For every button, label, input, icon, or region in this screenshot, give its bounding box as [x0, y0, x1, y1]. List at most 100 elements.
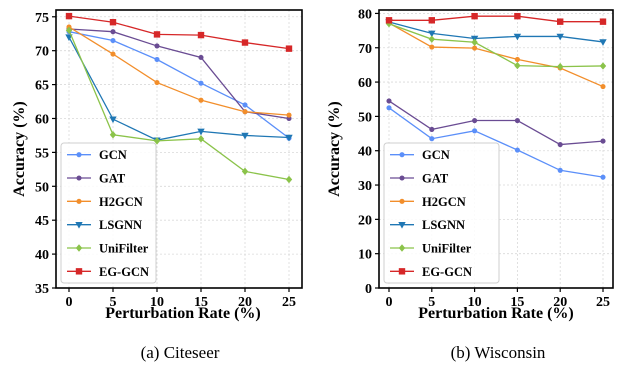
legend-marker [398, 268, 406, 275]
data-point [197, 135, 205, 143]
y-tick-label: 30 [358, 179, 372, 194]
data-point [557, 167, 563, 173]
y-tick-label: 70 [358, 42, 372, 57]
x-tick-label: 0 [66, 295, 73, 310]
y-axis-label: Accuracy (%) [326, 101, 343, 197]
y-tick-label: 75 [35, 11, 49, 26]
x-tick-label: 20 [238, 295, 252, 310]
y-tick-label: 60 [35, 112, 49, 127]
data-point [514, 147, 520, 153]
series-lsgnn [385, 19, 607, 46]
data-point [428, 30, 436, 38]
data-point [514, 12, 521, 20]
legend-label: LSGNN [99, 218, 142, 232]
legend-item: GCN [390, 148, 450, 162]
y-tick-label: 65 [35, 79, 49, 94]
data-point [154, 56, 160, 63]
x-tick-label: 25 [596, 295, 610, 310]
data-point [557, 18, 564, 25]
data-point [109, 116, 117, 124]
series-gat [386, 98, 606, 148]
plot-frame [378, 9, 614, 289]
data-point [429, 136, 435, 142]
data-point [429, 44, 435, 50]
legend: GCN GAT H2GCN LSGNN UniFilter EG-GCN [383, 142, 500, 284]
x-axis-label: Perturbation Rate (%) [418, 305, 574, 322]
chart-citeseer: 0 5 10 15 20 25 35 40 45 50 55 60 65 70 75 Perturbatio… [11, 9, 303, 362]
data-point [600, 174, 606, 180]
data-point [242, 102, 248, 108]
caption: (b) Wisconsin [451, 343, 546, 362]
data-point [198, 80, 204, 86]
legend: GCN GAT H2GCN LSGNN UniFilter EG-GCN [60, 142, 157, 284]
legend-box [60, 142, 157, 284]
legend-label: EG-GCN [99, 265, 149, 279]
plot-frame [55, 9, 303, 289]
legend-label: H2GCN [99, 195, 143, 209]
y-tick-label: 50 [35, 180, 49, 195]
ticks: 0 5 10 15 20 25 0 10 20 30 40 50 60 70 80 [358, 7, 610, 310]
series-line [388, 107, 604, 178]
data-point [197, 128, 205, 136]
y-tick-label: 0 [365, 282, 372, 297]
legend-marker [75, 244, 83, 252]
legend-item: UniFilter [67, 242, 149, 256]
series-line [68, 26, 290, 116]
data-point [514, 56, 520, 62]
series-gat [66, 26, 292, 122]
data-point [154, 79, 160, 86]
data-point [285, 45, 293, 52]
data-point [286, 112, 292, 118]
series-layer [385, 12, 607, 180]
data-point [242, 109, 248, 115]
series-line [68, 28, 290, 120]
data-point [471, 12, 478, 20]
y-tick-label: 20 [358, 213, 372, 228]
y-tick-label: 10 [358, 248, 372, 263]
legend-item: H2GCN [67, 195, 143, 209]
legend-marker [399, 175, 405, 181]
x-tick-label: 5 [110, 295, 117, 310]
data-point [556, 33, 564, 41]
data-point [197, 31, 205, 39]
data-point [110, 51, 116, 57]
series-line [68, 30, 290, 181]
data-point [65, 26, 73, 35]
x-tick-label: 10 [468, 295, 482, 310]
legend-label: GAT [422, 172, 449, 186]
y-tick-label: 35 [35, 282, 49, 297]
series-line [388, 22, 604, 88]
data-point [198, 97, 204, 103]
data-point [600, 138, 606, 144]
data-point [513, 33, 522, 41]
data-point [241, 39, 249, 46]
legend-label: GCN [99, 148, 127, 162]
legend-item: LSGNN [390, 218, 465, 232]
data-point [428, 35, 435, 43]
y-tick-label: 55 [35, 146, 49, 161]
data-point [386, 98, 392, 104]
legend-marker [75, 221, 83, 229]
data-point [153, 137, 161, 145]
data-point [599, 18, 607, 25]
chart-wisconsin: 0 5 10 15 20 25 0 10 20 30 40 50 60 70 80 Perturbation… [326, 7, 614, 362]
series-layer [65, 12, 293, 184]
legend-item: GCN [67, 148, 127, 162]
legend-marker [76, 152, 82, 158]
legend-label: UniFilter [99, 242, 149, 256]
series-unifilter [385, 20, 607, 71]
data-point [429, 126, 435, 132]
data-point [285, 134, 293, 142]
series-h2gcn [386, 20, 606, 90]
x-tick-label: 5 [428, 295, 435, 310]
x-tick-label: 15 [194, 295, 208, 310]
y-tick-label: 80 [358, 7, 372, 22]
data-point [600, 83, 606, 90]
legend-item: EG-GCN [67, 265, 149, 279]
data-point [153, 31, 161, 38]
data-point [514, 117, 520, 124]
data-point [599, 62, 607, 70]
series-line [388, 23, 604, 68]
series-line [68, 15, 290, 50]
data-point [385, 17, 393, 24]
